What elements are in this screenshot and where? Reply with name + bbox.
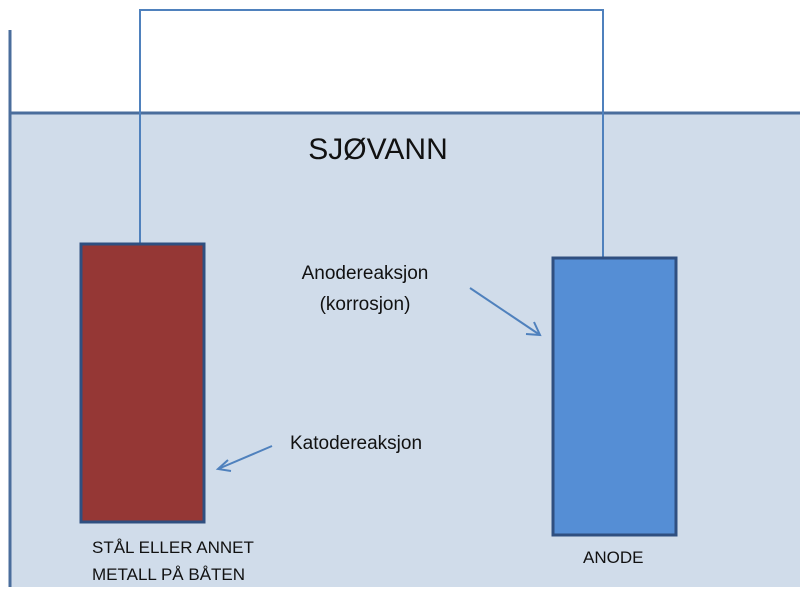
- wire: [139, 9, 604, 295]
- arrow-head: [215, 459, 232, 472]
- anode-reaction-label: Anodereaksjon: [302, 263, 429, 284]
- arrow: [469, 287, 541, 336]
- cathode-metal: [79, 242, 206, 524]
- anode: [551, 256, 678, 537]
- arrow-head: [525, 321, 542, 337]
- node-label: ANODE: [583, 548, 643, 567]
- node-label: METALL PÅ BÅTEN: [92, 565, 245, 584]
- title: SJØVANN: [308, 133, 447, 166]
- node-label: STÅL ELLER ANNET: [92, 538, 254, 557]
- anode-reaction-label: (korrosjon): [320, 294, 411, 315]
- cathode-reaction-label: Katodereaksjon: [290, 433, 422, 454]
- arrow: [217, 445, 273, 470]
